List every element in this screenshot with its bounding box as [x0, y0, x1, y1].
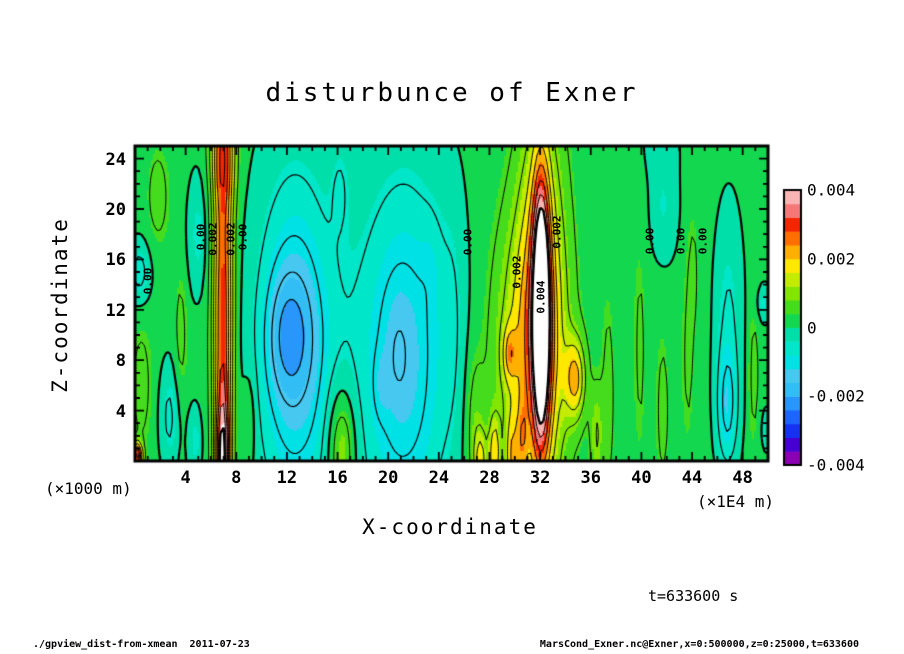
x-tick-label: 28 [479, 468, 500, 488]
contour-line-label: 0.002 [510, 255, 524, 289]
footer-left: ./gpview_dist-from-xmean 2011-07-23 [33, 639, 250, 650]
contour-line-label: 0.00 [194, 223, 208, 250]
contour-line-label: 0.00 [461, 228, 475, 256]
z-tick-label: 20 [105, 200, 126, 220]
colorbar-tick-label: 0.002 [807, 249, 856, 269]
contour-line-label: 0.00 [643, 227, 657, 254]
colorbar-tick-label: 0.004 [807, 180, 856, 200]
z-tick-label: 24 [105, 149, 126, 170]
time-annotation: t=633600 s [648, 587, 739, 605]
contour-line-label: 0.00 [236, 223, 250, 250]
x-tick-label: 44 [681, 468, 703, 488]
contour-line-label: 0.00 [141, 267, 155, 295]
x-tick-label: 40 [631, 468, 652, 488]
x-axis-label: X-coordinate [362, 515, 538, 539]
x-tick-label: 20 [377, 468, 399, 488]
colorbar-tick-label: -0.004 [807, 455, 865, 475]
contour-line-label: 0.002 [206, 222, 220, 256]
y-axis-label: Z-coordinate [48, 217, 72, 393]
z-tick-label: 8 [115, 351, 126, 372]
z-tick-label: 16 [105, 250, 126, 271]
colorbar-tick-label: -0.002 [807, 386, 865, 406]
x-axis-unit: (×1E4 m) [697, 492, 775, 511]
y-axis-unit: (×1000 m) [45, 479, 132, 498]
contour-line-label: 0.00 [674, 227, 688, 254]
contour-line-label: 0.002 [550, 215, 564, 249]
colorbar-tick-label: 0 [807, 318, 817, 337]
x-tick-label: 36 [580, 468, 601, 488]
z-tick-label: 12 [105, 300, 126, 321]
z-tick-label: 4 [115, 401, 126, 422]
x-tick-label: 16 [327, 468, 348, 488]
chart-title: disturbunce of Exner [265, 78, 639, 108]
contour-line-label: 0.00 [696, 227, 710, 254]
x-tick-label: 32 [529, 468, 551, 488]
x-tick-label: 8 [231, 468, 242, 488]
x-tick-label: 48 [732, 468, 753, 488]
x-tick-label: 4 [180, 468, 191, 488]
contour-line-label: 0.004 [534, 280, 548, 314]
x-tick-label: 24 [428, 468, 450, 488]
x-tick-label: 12 [276, 468, 298, 488]
footer-right: MarsCond_Exner.nc@Exner,x=0:500000,z=0:2… [539, 639, 859, 650]
